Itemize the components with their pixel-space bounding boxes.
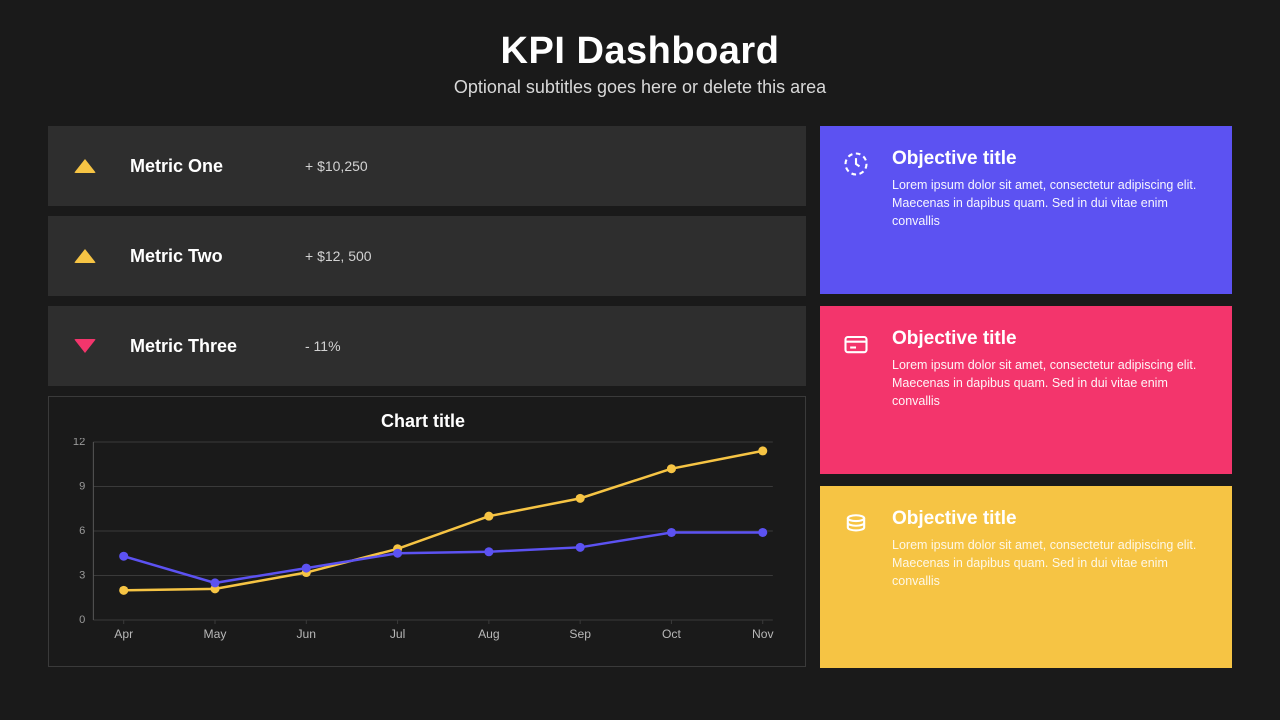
- metric-row-one: Metric One + $10,250: [48, 126, 806, 206]
- arrow-up-icon: [74, 159, 96, 173]
- metric-one-label: Metric One: [130, 156, 305, 177]
- metric-two-value: + $12, 500: [305, 248, 372, 264]
- objective-3-body: Lorem ipsum dolor sit amet, consectetur …: [892, 536, 1208, 590]
- svg-text:Jun: Jun: [297, 627, 317, 641]
- svg-text:May: May: [204, 627, 227, 641]
- dashboard-page: KPI Dashboard Optional subtitles goes he…: [0, 0, 1280, 720]
- page-header: KPI Dashboard Optional subtitles goes he…: [48, 30, 1232, 98]
- objective-2-text: Objective title Lorem ipsum dolor sit am…: [892, 328, 1208, 410]
- card-icon: [842, 330, 870, 358]
- page-subtitle: Optional subtitles goes here or delete t…: [48, 77, 1232, 98]
- objective-1-title: Objective title: [892, 148, 1208, 170]
- svg-text:6: 6: [79, 525, 85, 537]
- svg-text:Jul: Jul: [390, 627, 405, 641]
- timer-icon: [842, 150, 870, 178]
- svg-text:Aug: Aug: [478, 627, 500, 641]
- metric-three-label: Metric Three: [130, 336, 305, 357]
- objective-1-text: Objective title Lorem ipsum dolor sit am…: [892, 148, 1208, 230]
- svg-text:Apr: Apr: [114, 627, 133, 641]
- svg-text:12: 12: [73, 438, 85, 448]
- objective-card-2: Objective title Lorem ipsum dolor sit am…: [820, 306, 1232, 474]
- chart-card: Chart title 0 3 6 9 12 Apr May Jun Jul Aug Sep Oct N…: [48, 396, 806, 667]
- right-column: Objective title Lorem ipsum dolor sit am…: [820, 126, 1232, 668]
- objective-card-3: Objective title Lorem ipsum dolor sit am…: [820, 486, 1232, 668]
- svg-text:Sep: Sep: [569, 627, 591, 641]
- svg-text:Oct: Oct: [662, 627, 682, 641]
- arrow-down-icon: [74, 339, 96, 353]
- svg-text:0: 0: [79, 614, 85, 626]
- left-column: Metric One + $10,250 Metric Two + $12, 5…: [48, 126, 806, 668]
- svg-text:9: 9: [79, 481, 85, 493]
- objective-2-title: Objective title: [892, 328, 1208, 350]
- arrow-up-icon: [74, 249, 96, 263]
- metric-one-value: + $10,250: [305, 158, 368, 174]
- metric-row-two: Metric Two + $12, 500: [48, 216, 806, 296]
- coins-icon: [842, 510, 870, 538]
- line-chart: 0 3 6 9 12 Apr May Jun Jul Aug Sep Oct Nov: [59, 438, 787, 648]
- metric-row-three: Metric Three - 11%: [48, 306, 806, 386]
- content-area: Metric One + $10,250 Metric Two + $12, 5…: [48, 126, 1232, 668]
- objective-3-text: Objective title Lorem ipsum dolor sit am…: [892, 508, 1208, 590]
- svg-text:3: 3: [79, 570, 85, 582]
- chart-title: Chart title: [59, 411, 787, 432]
- objective-1-body: Lorem ipsum dolor sit amet, consectetur …: [892, 176, 1208, 230]
- metric-three-value: - 11%: [305, 338, 341, 354]
- metric-two-label: Metric Two: [130, 246, 305, 267]
- svg-text:Nov: Nov: [752, 627, 774, 641]
- objective-3-title: Objective title: [892, 508, 1208, 530]
- objective-card-1: Objective title Lorem ipsum dolor sit am…: [820, 126, 1232, 294]
- objective-2-body: Lorem ipsum dolor sit amet, consectetur …: [892, 356, 1208, 410]
- page-title: KPI Dashboard: [48, 30, 1232, 73]
